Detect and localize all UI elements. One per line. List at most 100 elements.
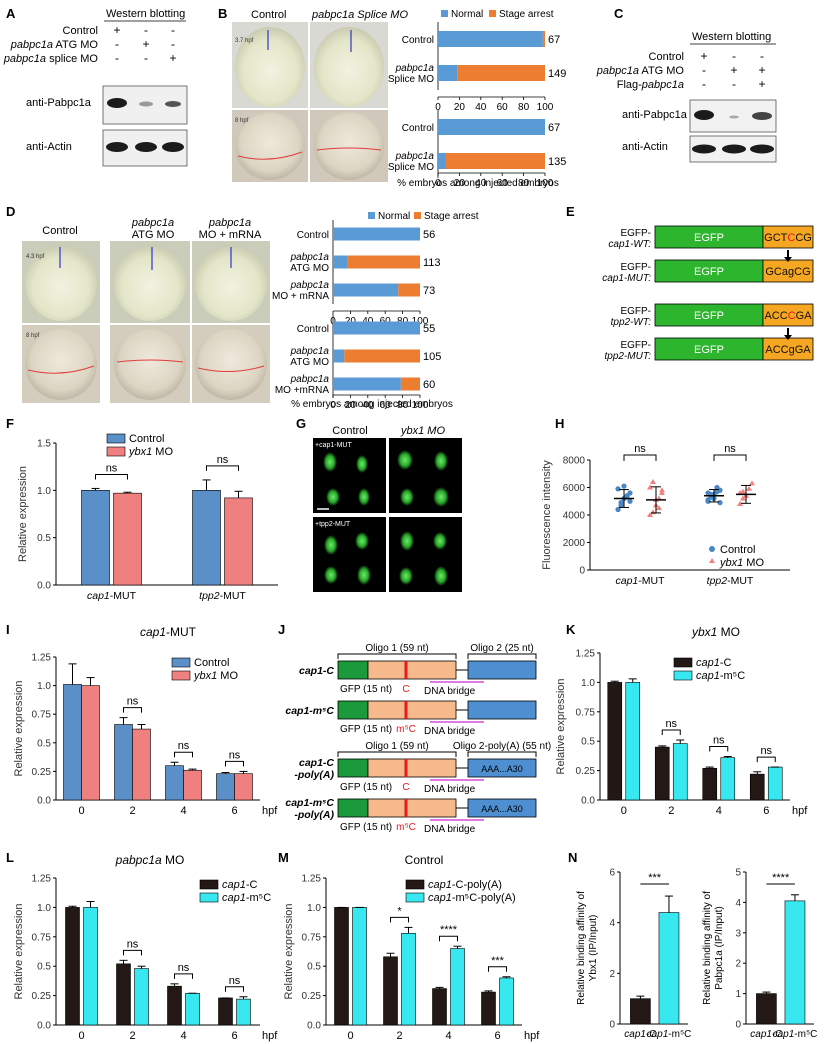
bar-label-2-a: pabpc1a [290,280,330,291]
bar-2-1 [400,377,420,391]
construct-2-name1: EGFP- [620,306,651,317]
sig-bracket-1 [713,454,747,461]
panel-e-label: E [566,204,575,219]
panel-b-label: B [218,6,227,21]
construct-1-gfp [337,700,369,720]
x-tick-label-4: 80 [518,178,530,189]
x-tick-label-1: 2 [129,805,135,817]
x-tick-label-1: 20 [454,102,466,113]
legend-swatch-0 [106,433,126,444]
construct-2-bridge-label: DNA bridge [424,784,476,795]
y-tick-label-4: 1.0 [37,681,51,692]
bar-1-1 [457,65,545,81]
x-tick-label-2: 4 [180,1030,186,1042]
legend-swatch-0 [673,657,693,668]
panel-i: I 0.0 0.25 0.5 0.75 1.0 1.25 Relative expressi… [6,622,278,817]
y-label-1: Ybx1 (IP/Input) [588,915,599,982]
x-tick-label-0: cap1-C [624,1029,656,1040]
bar-label-0: Control [297,230,329,241]
panel-a-row-0-label: Control [63,25,98,37]
x-tick-label-2: 4 [716,805,722,817]
svg-text:pabpc1a: pabpc1a [131,217,174,229]
y-tick-label-2: 0.5 [581,737,595,748]
panel-a-row-0-mark-0: + [113,23,120,37]
legend-swatch-0 [199,879,219,890]
sig-label-1: ns [665,718,677,730]
bar-3-1 [767,766,783,801]
y-tick-label-3: 6 [609,868,615,879]
bar-1-0 [114,724,133,801]
sig-bracket-3 [225,760,244,767]
bar-0-0 [334,907,349,1026]
bar-1 [784,900,806,1025]
bar-label-1-a: pabpc1a [395,63,435,74]
x-tick-label-2: 4 [445,1030,451,1042]
construct-2-oligo1 [367,758,457,778]
y-tick-label-1: 0.5 [37,533,51,544]
oligo2-bottom-label: Oligo 2-poly(A) (55 nt) [453,741,551,752]
bar-0-0 [81,490,110,586]
sig-label: **** [772,872,790,884]
construct-0-gfp-label: GFP (15 nt) [340,684,392,695]
y-label: Relative expression [555,679,567,775]
bar-2-0 [333,283,399,297]
legend-swatch-1 [171,670,191,681]
panel-c-row-0-label: Control [649,51,684,63]
point-0-1-9 [659,487,665,493]
bar-label-1-b: Splice MO [388,74,434,85]
bar-0-0 [438,119,545,135]
y-tick-label-0: 0.0 [581,796,595,807]
point-1-1-6 [740,488,746,494]
y-tick-label-0: 0 [579,566,585,577]
construct-0-site-label: C [402,684,409,695]
construct-2-name-0: cap1-C [299,757,334,769]
bar-1-0 [438,153,446,169]
point-1-0-4 [717,500,723,506]
sig-label-2: ns [178,740,190,752]
sig-bracket-2 [709,745,729,752]
x-unit: hpf [262,1030,278,1042]
bar-2-0 [167,985,182,1026]
panel-m: M 0.0 0.25 0.5 0.75 1.0 1.25 Relative expressi… [278,850,540,1042]
bar-label-0: Control [402,123,434,134]
legend-swatch-1 [405,892,425,903]
panel-c-row-1-mark-0: - [702,63,706,77]
bar-label-1-a: pabpc1a [290,346,330,357]
sig-label-3: ns [229,749,241,761]
sig-bracket-0 [623,454,657,461]
legend-label-1: cap1-m⁵C-poly(A) [428,892,516,904]
construct-3-oligo2 [467,798,537,818]
y-tick-label-3: 0.75 [576,707,596,718]
y-tick-label-2: 4 [609,918,615,929]
bar-label-1-b: ATG MO [290,263,329,274]
sig-label-2: ns [713,734,725,746]
bar-2-0 [432,988,447,1026]
bar-1-1 [445,153,545,169]
y-label-0: Relative binding affinity of [702,891,713,1005]
y-tick-label-3: 0.75 [32,710,52,721]
bar-0-0 [438,31,543,47]
y-tick-label-4: 1.0 [37,903,51,914]
bar-n-0: 67 [548,122,560,134]
bar-label-1-b: Splice MO [388,162,434,173]
bar-3-1 [499,977,514,1026]
sig-bracket-3 [756,756,776,763]
oligo1-bottom-bracket [337,751,457,757]
construct-2-site-label: C [402,782,409,793]
y-tick-label-1: 2000 [563,538,586,549]
panel-a-header: Western blotting [106,8,185,20]
chart-n-left: 0 2 4 6 Relative binding affinity of Ybx1 (IP… [576,868,691,1041]
panel-c-row-1-label: pabpc1a ATG MO [596,65,685,77]
legend-swatch-1 [673,670,693,681]
bar-3-0 [218,997,233,1026]
panel-a-row-2-mark-1: - [144,51,148,65]
chart-title: pabpc1a MO [115,853,185,867]
chart-title: ybx1 MO [691,625,740,639]
y-tick-label-2: 0.5 [37,962,51,973]
bar-3-0 [749,773,765,801]
bar-0-1 [81,685,100,801]
construct-0-oligo1 [367,660,457,680]
construct-1-motif: GCagCG [765,266,810,278]
